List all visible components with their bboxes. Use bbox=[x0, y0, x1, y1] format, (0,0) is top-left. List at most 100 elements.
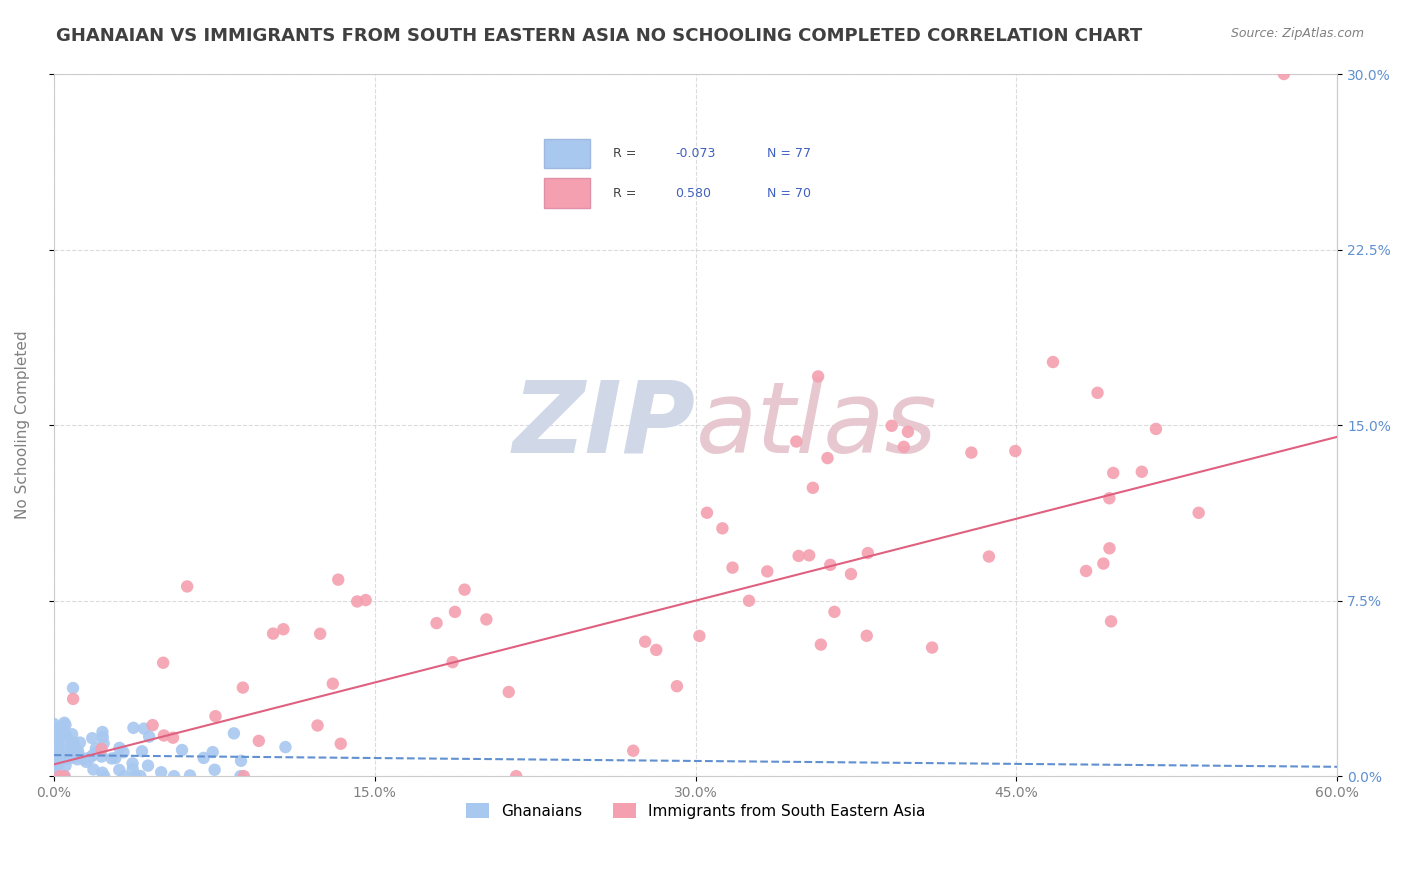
Point bbox=[93, 736, 115, 750]
Y-axis label: No Schooling Completed: No Schooling Completed bbox=[15, 331, 30, 519]
Point bbox=[193, 751, 215, 765]
Point bbox=[1130, 465, 1153, 479]
Point bbox=[498, 685, 520, 699]
Point bbox=[121, 756, 143, 771]
Point bbox=[839, 567, 862, 582]
Point bbox=[93, 769, 115, 783]
Point bbox=[82, 748, 104, 763]
Point bbox=[1092, 557, 1115, 571]
Point bbox=[977, 549, 1000, 564]
Point bbox=[329, 737, 352, 751]
Point bbox=[820, 558, 842, 572]
Point bbox=[274, 740, 297, 755]
Point bbox=[136, 758, 159, 772]
Point bbox=[232, 681, 254, 695]
Point bbox=[621, 744, 644, 758]
Point bbox=[756, 565, 779, 579]
Point bbox=[229, 769, 252, 783]
Point bbox=[60, 727, 83, 741]
Point bbox=[53, 738, 76, 752]
Point bbox=[817, 451, 839, 466]
Point bbox=[1102, 466, 1125, 480]
Point bbox=[453, 582, 475, 597]
Point bbox=[1042, 355, 1064, 369]
Point bbox=[785, 434, 807, 449]
Point bbox=[721, 560, 744, 574]
Point bbox=[131, 744, 153, 758]
Point bbox=[176, 579, 198, 593]
Point bbox=[153, 729, 176, 743]
Point bbox=[132, 722, 155, 736]
Point bbox=[73, 752, 96, 766]
Point bbox=[204, 763, 226, 777]
Point bbox=[104, 751, 127, 765]
Point bbox=[893, 440, 915, 454]
Point bbox=[179, 768, 201, 782]
Point bbox=[55, 718, 77, 732]
Point bbox=[45, 756, 67, 770]
Point bbox=[45, 722, 67, 736]
Point bbox=[960, 445, 983, 459]
Point bbox=[204, 709, 226, 723]
Point bbox=[1074, 564, 1097, 578]
Point bbox=[1188, 506, 1211, 520]
Point bbox=[59, 748, 82, 763]
Point bbox=[52, 722, 75, 736]
Text: GHANAIAN VS IMMIGRANTS FROM SOUTH EASTERN ASIA NO SCHOOLING COMPLETED CORRELATIO: GHANAIAN VS IMMIGRANTS FROM SOUTH EASTER… bbox=[56, 27, 1143, 45]
Point bbox=[354, 593, 377, 607]
Point bbox=[55, 729, 77, 743]
Point bbox=[150, 765, 173, 780]
Point bbox=[129, 769, 152, 783]
Point bbox=[1272, 67, 1295, 81]
Point bbox=[53, 769, 76, 783]
Point bbox=[201, 745, 224, 759]
Point bbox=[444, 605, 467, 619]
Point bbox=[112, 769, 135, 783]
Point bbox=[897, 425, 920, 439]
Point bbox=[75, 755, 97, 769]
Point bbox=[125, 769, 148, 783]
Point bbox=[138, 730, 160, 744]
Point bbox=[921, 640, 943, 655]
Point bbox=[229, 754, 252, 768]
Point bbox=[1004, 444, 1026, 458]
Point bbox=[48, 741, 70, 756]
Point bbox=[328, 573, 350, 587]
Point bbox=[90, 749, 112, 764]
Point bbox=[309, 626, 332, 640]
Point bbox=[84, 746, 107, 760]
Point bbox=[162, 731, 184, 745]
Point bbox=[222, 726, 245, 740]
Point bbox=[66, 744, 89, 758]
Point bbox=[45, 751, 67, 765]
Point bbox=[46, 758, 69, 772]
Point bbox=[44, 769, 66, 783]
Point bbox=[711, 521, 734, 535]
Point bbox=[48, 769, 70, 783]
Point bbox=[84, 741, 107, 756]
Point bbox=[232, 769, 254, 783]
Point bbox=[505, 769, 527, 783]
Point bbox=[46, 739, 69, 753]
Text: ZIP: ZIP bbox=[513, 376, 696, 474]
Point bbox=[49, 720, 72, 734]
Point bbox=[59, 751, 82, 765]
Point bbox=[665, 679, 688, 693]
Point bbox=[855, 629, 877, 643]
Point bbox=[475, 612, 498, 626]
Point bbox=[307, 718, 329, 732]
Point bbox=[441, 655, 464, 669]
Point bbox=[66, 752, 89, 766]
Point bbox=[170, 743, 193, 757]
Point bbox=[51, 729, 73, 743]
Point bbox=[787, 549, 810, 563]
Point bbox=[52, 747, 75, 761]
Point bbox=[425, 616, 447, 631]
Point bbox=[91, 730, 114, 744]
Point bbox=[62, 681, 84, 695]
Point bbox=[52, 751, 75, 765]
Point bbox=[1099, 615, 1122, 629]
Point bbox=[322, 676, 344, 690]
Point bbox=[152, 656, 174, 670]
Point bbox=[122, 721, 145, 735]
